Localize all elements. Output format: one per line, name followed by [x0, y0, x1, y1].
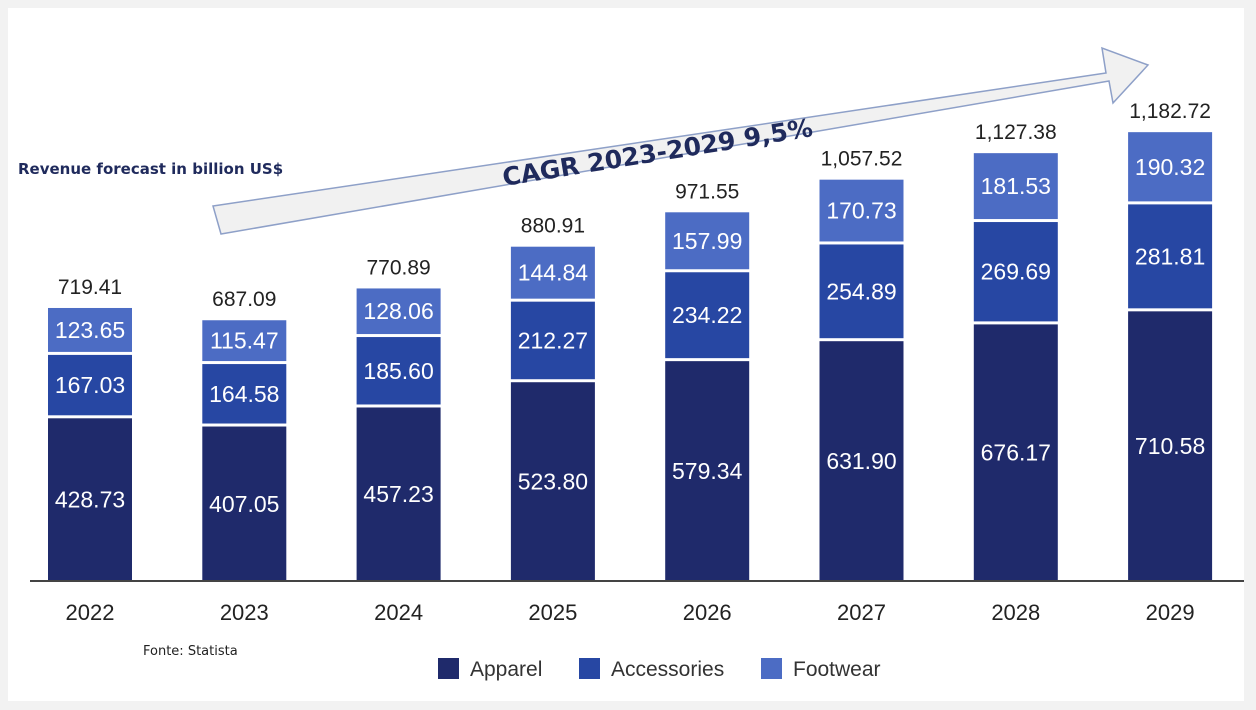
bar-apparel-2026 [665, 361, 750, 581]
value-label-accessories-2027: 254.89 [826, 278, 896, 304]
value-label-apparel-2022: 428.73 [55, 487, 125, 513]
bar-accessories-2023 [202, 364, 287, 424]
bar-accessories-2024 [356, 337, 441, 405]
x-tick-label-2023: 2023 [220, 600, 269, 625]
source-note: Fonte: Statista [143, 644, 238, 659]
bar-accessories-2022 [48, 354, 132, 416]
bar-footwear-2027 [819, 179, 904, 242]
bar-apparel-2029 [1128, 311, 1213, 581]
bar-accessories-2025 [510, 301, 595, 380]
revenue-stacked-bar-chart: Revenue forecast in billion US$ CAGR 202… [18, 46, 1244, 681]
bars-layer: 428.73 167.03 123.65 719.41 2022 407.05 164.58… [48, 100, 1213, 625]
legend-label-apparel: Apparel [470, 658, 542, 681]
x-tick-label-2022: 2022 [66, 600, 115, 625]
bar-footwear-2025 [510, 246, 595, 299]
legend-swatch-footwear [761, 658, 782, 679]
bar-apparel-2025 [510, 382, 595, 581]
value-label-accessories-2023: 164.58 [209, 381, 279, 407]
bar-apparel-2027 [819, 341, 904, 581]
value-label-accessories-2022: 167.03 [55, 372, 125, 398]
bar-apparel-2028 [973, 324, 1058, 581]
value-label-apparel-2029: 710.58 [1135, 433, 1205, 459]
total-label-2027: 1,057.52 [821, 148, 903, 171]
legend-swatch-accessories [579, 658, 600, 679]
bar-accessories-2029 [1128, 204, 1213, 309]
value-label-footwear-2024: 128.06 [363, 298, 433, 324]
value-label-footwear-2022: 123.65 [55, 317, 125, 343]
chart-card: Revenue forecast in billion US$ CAGR 202… [8, 8, 1244, 701]
value-label-accessories-2024: 185.60 [363, 358, 433, 384]
bar-footwear-2022 [48, 307, 132, 352]
legend-label-footwear: Footwear [793, 658, 881, 681]
legend-label-accessories: Accessories [611, 658, 724, 681]
value-label-footwear-2026: 157.99 [672, 228, 742, 254]
x-tick-label-2029: 2029 [1146, 600, 1195, 625]
value-label-accessories-2026: 234.22 [672, 302, 742, 328]
total-label-2024: 770.89 [366, 256, 430, 279]
value-label-apparel-2027: 631.90 [826, 448, 896, 474]
cagr-annotation: CAGR 2023-2029 9,5% [500, 113, 814, 192]
cagr-arrow-shape [212, 46, 1150, 235]
x-tick-label-2028: 2028 [991, 600, 1040, 625]
value-label-footwear-2027: 170.73 [826, 198, 896, 224]
bar-accessories-2028 [973, 222, 1058, 322]
bar-accessories-2027 [819, 244, 904, 339]
total-label-2025: 880.91 [521, 215, 585, 238]
value-label-footwear-2025: 144.84 [518, 260, 589, 286]
bar-footwear-2026 [665, 212, 750, 270]
value-label-apparel-2025: 523.80 [518, 469, 588, 495]
value-label-footwear-2029: 190.32 [1135, 154, 1205, 180]
x-tick-label-2025: 2025 [528, 600, 577, 625]
legend-swatch-apparel [438, 658, 459, 679]
value-label-apparel-2023: 407.05 [209, 491, 279, 517]
legend: Apparel Accessories Footwear [438, 658, 881, 681]
value-label-apparel-2024: 457.23 [363, 481, 433, 507]
bar-footwear-2028 [973, 153, 1058, 220]
value-label-apparel-2028: 676.17 [981, 440, 1051, 466]
x-tick-label-2024: 2024 [374, 600, 423, 625]
x-tick-label-2026: 2026 [683, 600, 732, 625]
bar-apparel-2024 [356, 407, 441, 581]
total-label-2023: 687.09 [212, 288, 276, 311]
bar-footwear-2024 [356, 288, 441, 335]
total-label-2028: 1,127.38 [975, 121, 1057, 144]
bar-apparel-2023 [202, 426, 287, 581]
value-label-apparel-2026: 579.34 [672, 458, 743, 484]
value-label-footwear-2023: 115.47 [210, 328, 279, 354]
value-label-accessories-2025: 212.27 [518, 327, 588, 353]
bar-apparel-2022 [48, 418, 132, 581]
total-label-2029: 1,182.72 [1129, 100, 1211, 123]
value-label-accessories-2029: 281.81 [1135, 243, 1205, 269]
x-tick-label-2027: 2027 [837, 600, 886, 625]
value-label-footwear-2028: 181.53 [981, 173, 1051, 199]
total-label-2022: 719.41 [58, 276, 122, 299]
bar-footwear-2029 [1128, 132, 1213, 202]
value-label-accessories-2028: 269.69 [981, 259, 1051, 285]
chart-subtitle: Revenue forecast in billion US$ [18, 160, 283, 178]
bar-accessories-2026 [665, 272, 750, 359]
bar-footwear-2023 [202, 320, 287, 362]
total-label-2026: 971.55 [675, 180, 739, 203]
